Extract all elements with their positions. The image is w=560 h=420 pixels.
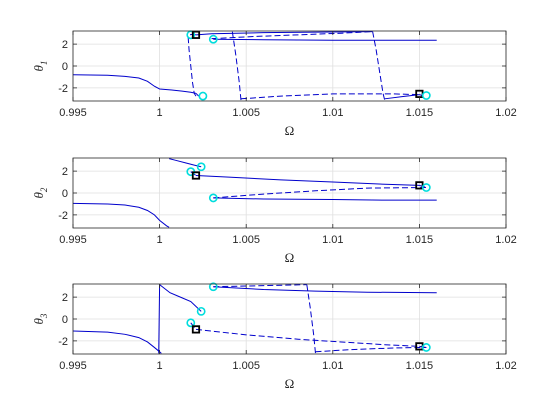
y-axis-label: θ1: [31, 61, 49, 72]
y-axis-label-subscript: 3: [39, 313, 49, 319]
series-line-3: [187, 33, 197, 97]
x-tick-label: 1.01: [322, 360, 343, 372]
y-axis-label-subscript: 2: [39, 187, 49, 192]
marker-circle: [208, 282, 218, 292]
x-tick-label: 1.01: [322, 234, 343, 246]
x-tick-label: 1: [157, 360, 163, 372]
x-tick-label: 1: [157, 107, 163, 119]
series-line-2: [169, 158, 202, 168]
y-tick-label: -2: [58, 210, 68, 222]
series-line-7: [213, 197, 437, 201]
marker-square: [191, 325, 201, 334]
series-line-6: [213, 187, 427, 199]
marker-circle: [208, 34, 218, 44]
marker-circle: [421, 343, 431, 352]
x-axis-label: Ω: [285, 123, 295, 138]
series-line-1: [73, 74, 197, 94]
series-line-7: [211, 31, 371, 40]
series-group: [73, 31, 437, 101]
marker-circle: [196, 162, 206, 172]
x-tick-label: 1: [157, 234, 163, 246]
x-tick-label: 1.005: [232, 234, 260, 246]
series-group: [73, 158, 437, 228]
panel-3: 0.995 1 1.005 1.01 1.015 1.02 -2 0 2 Ωθ3: [31, 282, 517, 391]
x-axis-label: Ω: [285, 250, 295, 265]
x-tick-label: 0.995: [59, 234, 87, 246]
series-line-8: [213, 284, 307, 288]
x-axis-label: Ω: [285, 376, 295, 391]
x-tick-label: 1.02: [495, 234, 516, 246]
y-axis-label-symbol: θ: [31, 64, 46, 71]
y-tick-label: 0: [62, 61, 68, 73]
series-line-9: [306, 284, 316, 354]
x-tick-label: 1.015: [406, 107, 434, 119]
x-tick-label: 1.02: [495, 107, 516, 119]
marker-circle: [198, 91, 208, 101]
series-line-5: [372, 31, 386, 101]
marker-square: [191, 30, 201, 39]
y-tick-label: 2: [62, 39, 68, 51]
series-line-1: [73, 202, 170, 228]
x-tick-label: 0.995: [59, 360, 87, 372]
marker-square: [191, 171, 201, 180]
x-tick-label: 1.02: [495, 360, 516, 372]
series-line-5: [195, 328, 420, 347]
series-group: [73, 284, 437, 354]
x-tick-label: 1.01: [322, 107, 343, 119]
series-line-2: [158, 284, 161, 354]
series-line-10: [384, 94, 420, 100]
marker-circle: [421, 91, 431, 100]
marker-circle: [421, 183, 431, 192]
marker-circle: [196, 306, 206, 316]
y-axis-label: θ3: [31, 313, 49, 324]
y-axis-label: θ2: [31, 187, 49, 198]
series-line-9: [240, 93, 420, 100]
series-line-4: [195, 31, 373, 36]
series-line-2: [195, 92, 199, 97]
y-tick-label: 0: [62, 314, 68, 326]
y-tick-label: 0: [62, 188, 68, 200]
x-tick-label: 1.015: [406, 360, 434, 372]
x-tick-label: 0.995: [59, 107, 87, 119]
y-tick-label: -2: [58, 83, 68, 95]
series-line-10: [315, 346, 427, 353]
series-line-4: [195, 175, 420, 186]
y-tick-label: -2: [58, 336, 68, 348]
x-tick-label: 1.015: [406, 234, 434, 246]
y-axis-label-symbol: θ: [31, 317, 46, 324]
y-tick-label: 2: [62, 166, 68, 178]
x-tick-label: 1.005: [232, 107, 260, 119]
y-axis-label-symbol: θ: [31, 191, 46, 198]
y-tick-label: 2: [62, 292, 68, 304]
series-line-6: [213, 38, 437, 41]
y-axis-label-subscript: 1: [39, 61, 49, 66]
series-line-7: [213, 286, 437, 294]
marker-circle: [186, 318, 196, 328]
series-line-8: [231, 31, 242, 101]
series-line-3: [159, 284, 202, 312]
marker-circle: [208, 193, 218, 203]
x-tick-label: 1.005: [232, 360, 260, 372]
